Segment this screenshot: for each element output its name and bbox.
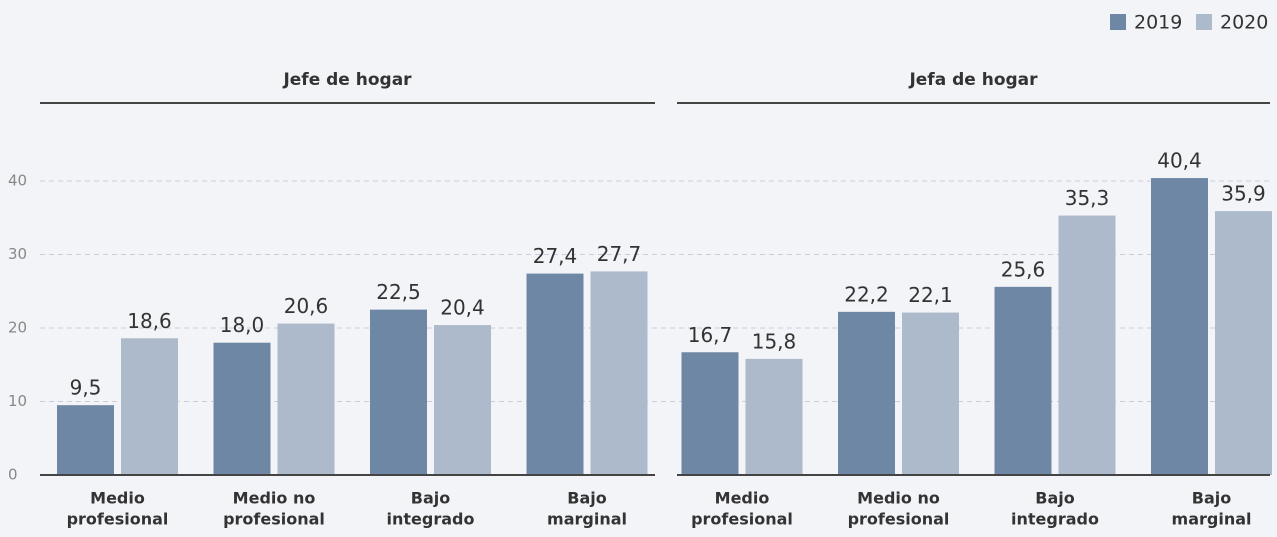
bar (121, 338, 178, 475)
y-tick-label: 0 (8, 466, 18, 484)
data-label: 22,1 (908, 283, 953, 307)
data-label: 25,6 (1001, 257, 1046, 281)
y-tick-label: 30 (8, 245, 27, 263)
x-tick-label: Medio no (857, 489, 940, 508)
data-label: 9,5 (70, 376, 102, 400)
legend-swatch (1196, 14, 1212, 30)
bar (370, 309, 427, 475)
bar (1215, 211, 1272, 475)
data-label: 35,3 (1065, 186, 1110, 210)
x-tick-label: Medio (715, 489, 770, 508)
y-tick-label: 10 (8, 392, 27, 410)
y-tick-label: 20 (8, 319, 27, 337)
data-label: 20,6 (284, 294, 329, 318)
data-label: 22,2 (844, 282, 889, 306)
data-label: 18,0 (220, 313, 265, 337)
x-tick-label: Bajo (411, 489, 450, 508)
data-label: 35,9 (1221, 182, 1266, 206)
bar (277, 323, 335, 475)
bar (1058, 215, 1116, 476)
x-tick-label: profesional (691, 510, 793, 529)
x-tick-label: marginal (1172, 510, 1252, 529)
x-tick-label: Medio (90, 489, 145, 508)
bar (434, 325, 491, 475)
x-tick-label: profesional (223, 510, 325, 529)
bar (838, 311, 895, 475)
data-label: 18,6 (127, 309, 172, 333)
data-label: 15,8 (752, 329, 797, 353)
bar (57, 405, 114, 475)
bar (590, 271, 648, 475)
y-tick-label: 40 (8, 172, 27, 190)
x-tick-label: integrado (387, 510, 475, 529)
data-label: 27,7 (597, 242, 642, 266)
x-tick-label: Bajo (567, 489, 606, 508)
panel-title: Jefa de hogar (908, 70, 1038, 90)
x-tick-label: Bajo (1035, 489, 1074, 508)
data-label: 40,4 (1157, 149, 1202, 173)
x-tick-label: marginal (547, 510, 627, 529)
bar (745, 358, 803, 475)
x-tick-label: Bajo (1192, 489, 1231, 508)
x-tick-label: integrado (1011, 510, 1099, 529)
x-tick-label: Medio no (233, 489, 316, 508)
x-tick-label: profesional (67, 510, 169, 529)
legend-label: 2019 (1134, 12, 1182, 34)
legend-label: 2020 (1220, 12, 1268, 34)
bar (213, 342, 271, 475)
data-label: 27,4 (533, 244, 578, 268)
bar (902, 312, 959, 475)
data-label: 16,7 (688, 323, 733, 347)
bar (681, 352, 739, 475)
legend-swatch (1110, 14, 1126, 30)
data-label: 20,4 (440, 296, 485, 320)
panel-title: Jefe de hogar (282, 70, 412, 90)
bar (994, 286, 1052, 475)
data-label: 22,5 (376, 280, 421, 304)
bar (1151, 178, 1208, 475)
bar (526, 273, 584, 475)
x-tick-label: profesional (848, 510, 950, 529)
